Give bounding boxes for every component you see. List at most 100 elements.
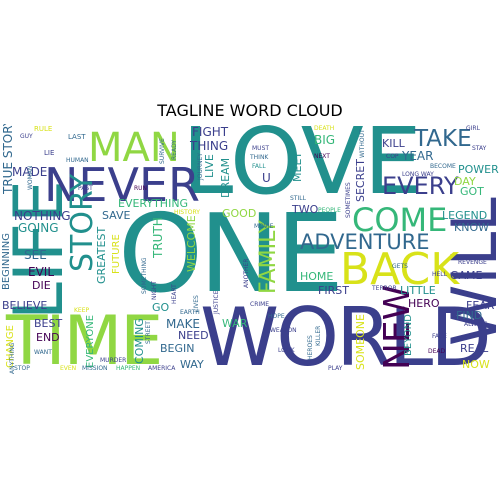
- word: AMERICA: [148, 365, 176, 372]
- word: FIRST: [318, 284, 349, 297]
- word: TIME: [6, 302, 163, 376]
- word: FUTURE: [111, 234, 122, 274]
- word: KNOW: [454, 221, 489, 234]
- word: NOW: [462, 358, 490, 371]
- word-cloud: LOVE ONE WORLD TIME LIFE WILL NEVER MAN …: [0, 124, 500, 376]
- word: STAY: [472, 145, 487, 152]
- word: NOTHING: [14, 209, 71, 223]
- word: LAST: [68, 133, 86, 141]
- word: MISSION: [82, 365, 108, 372]
- word: WEAPON: [270, 327, 297, 334]
- word: LEGEND: [442, 209, 488, 222]
- word: SOMETIMES: [345, 182, 352, 218]
- word: YEAR: [402, 149, 434, 163]
- word: LIVE: [203, 154, 216, 178]
- word: SURVIVE: [159, 138, 166, 164]
- word: DEAD: [428, 348, 446, 355]
- word: FALL: [252, 163, 266, 170]
- word: WORLD: [200, 291, 492, 377]
- word: SECRET: [354, 159, 367, 202]
- word: BECOME: [430, 163, 456, 170]
- word: MEET: [291, 151, 304, 182]
- word: JUSTICE: [213, 290, 220, 314]
- word: LOVE: [182, 124, 422, 215]
- word: STOP: [14, 365, 30, 372]
- word: WAR: [222, 317, 248, 330]
- word: ANYTHING: [9, 342, 16, 374]
- word: WOMAN: [27, 165, 34, 190]
- word: FEAR: [466, 299, 495, 312]
- word: FIGHT: [192, 125, 229, 139]
- word: MAKE: [166, 317, 201, 331]
- word: TAKE: [414, 126, 472, 152]
- word: THING: [190, 139, 229, 153]
- word: EVERYTHING: [118, 197, 189, 210]
- word: CRIME: [250, 301, 270, 308]
- word: RUN: [134, 185, 148, 192]
- word: GUY: [20, 133, 33, 140]
- word: WELCOME: [185, 215, 198, 272]
- word: MURDER: [100, 357, 127, 364]
- word: U: [262, 171, 271, 185]
- word: JOURNEY: [197, 153, 204, 180]
- word: TERROR: [372, 285, 397, 292]
- word: LOOK: [278, 347, 295, 354]
- word: MADE: [12, 165, 48, 179]
- word: END: [36, 331, 60, 344]
- word: NEXT: [314, 153, 330, 160]
- word: LIVES: [193, 295, 200, 312]
- word: FACE: [432, 333, 447, 340]
- word: EVIL: [28, 265, 55, 279]
- word: FIND: [456, 309, 483, 322]
- word: DEATH: [314, 125, 335, 132]
- word: GREATEST: [95, 226, 108, 284]
- word: TRUE STORY: [1, 124, 15, 194]
- word-cloud-title: TAGLINE WORD CLOUD: [157, 101, 343, 120]
- word: KEEP: [74, 307, 90, 314]
- word: BELIEVE: [2, 299, 48, 312]
- word: SAVE: [102, 209, 131, 222]
- word: HISTORY: [174, 209, 200, 216]
- word: ALWAYS: [464, 321, 488, 328]
- word: BEGINNING: [1, 232, 12, 290]
- word: DREAM: [219, 157, 232, 198]
- word: BEST: [34, 317, 63, 330]
- word: NEED: [178, 329, 209, 342]
- word: STILL: [290, 195, 306, 202]
- word: LONG WAY: [402, 171, 434, 178]
- word: HEROES: [307, 335, 314, 360]
- word: REVENGE: [458, 259, 487, 266]
- word: KILLER: [315, 325, 322, 346]
- word: DIE: [32, 279, 51, 292]
- word: BIG: [314, 133, 336, 147]
- word: WANT: [34, 349, 52, 356]
- word: SEE: [24, 248, 47, 262]
- word: PEOPLE: [318, 207, 341, 214]
- word: HELL: [432, 271, 447, 278]
- word: POWER: [458, 163, 499, 176]
- word: GOT: [460, 185, 484, 198]
- word: GO: [152, 301, 170, 314]
- word: SOMETHING: [141, 257, 148, 294]
- word: THINK: [250, 154, 269, 161]
- word: COMING: [133, 318, 146, 364]
- word: KILL: [382, 137, 405, 150]
- word: SOMEONE: [354, 314, 367, 370]
- word: TWO: [292, 203, 319, 216]
- word: DAY: [454, 175, 476, 188]
- word: BEYOND: [403, 314, 414, 356]
- word: REAL: [460, 342, 489, 355]
- word: HOME: [300, 270, 334, 283]
- word: GETS: [392, 263, 408, 270]
- word: ADVENTURE: [300, 230, 430, 254]
- word: TRUTH: [151, 217, 165, 258]
- word: ANOTHER: [243, 258, 250, 288]
- word: STREET: [145, 321, 152, 344]
- word: READY: [171, 139, 178, 160]
- word: HUMAN: [66, 157, 89, 164]
- word: EVERYONE: [85, 314, 96, 368]
- word: HERO: [408, 297, 440, 310]
- word: GOING: [18, 221, 59, 235]
- word: BEGIN: [160, 342, 195, 355]
- word: ONE: [118, 192, 344, 317]
